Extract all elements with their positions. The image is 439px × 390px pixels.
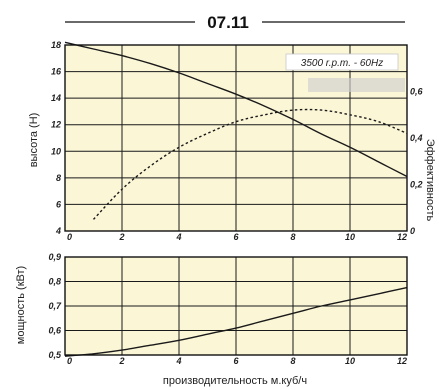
bottom-y-tick-label: 0,8: [48, 277, 61, 287]
bottom-x-tick-label: 0: [67, 356, 72, 366]
top-y2-ticks: 0 0,2 0,4 0,6: [410, 87, 424, 237]
top-y2-tick-label: 0,4: [410, 133, 423, 143]
top-x-tick-label: 0: [67, 232, 72, 242]
bottom-x-tick-label: 2: [118, 356, 124, 366]
top-y-tick-label: 12: [51, 120, 61, 130]
top-x-tick-label: 8: [290, 232, 295, 242]
top-y-tick-label: 14: [51, 93, 61, 103]
bottom-grid: [65, 257, 407, 355]
bottom-x-tick-label: 8: [290, 356, 295, 366]
bottom-series-power-line: [64, 286, 408, 357]
bottom-x-ticks: 0 2 4 6 8 10 12: [67, 356, 407, 366]
top-x-ticks: 0 2 4 6 8 10 12: [67, 232, 407, 242]
power-plot: 0 2 4 6 8 10 12 0,5 0,6 0,7 0,8 0,9 мощность (кВт): [15, 252, 408, 366]
speed-label-box: [285, 53, 399, 71]
top-y-tick-label: 6: [56, 199, 62, 209]
top-y-tick-label: 4: [55, 226, 61, 236]
top-grid: [65, 45, 407, 231]
top-y-axis-title: высота (H): [28, 113, 40, 168]
top-x-tick-label: 6: [233, 232, 239, 242]
chart-title: 07.11: [207, 13, 249, 32]
bottom-y-axis-title: мощность (кВт): [15, 266, 27, 344]
bottom-y-tick-label: 0,5: [48, 350, 62, 360]
top-y2-tick-label: 0,6: [410, 87, 424, 97]
top-y-tick-label: 16: [51, 67, 62, 77]
bottom-y-ticks: 0,5 0,6 0,7 0,8 0,9: [48, 252, 62, 360]
top-series-head-line: [64, 41, 408, 178]
top-x-tick-label: 2: [118, 232, 124, 242]
bottom-x-tick-label: 12: [397, 356, 407, 366]
top-y-tick-label: 18: [51, 40, 61, 50]
bottom-series-group: [64, 286, 408, 357]
bottom-x-tick-label: 4: [175, 356, 181, 366]
top-y2-tick-label: 0,2: [410, 180, 423, 190]
bottom-x-tick-label: 6: [233, 356, 239, 366]
bottom-y-tick-label: 0,7: [48, 301, 62, 311]
top-plot-frame: [64, 44, 408, 232]
head-efficiency-plot: 3500 r.p.m. - 60Hz 0 2 4 6 8 10 12 4 6 8 10 12 14 16…: [28, 40, 436, 242]
top-series-group: [64, 41, 408, 220]
bottom-y-tick-label: 0,9: [48, 252, 61, 262]
top-x-tick-label: 4: [175, 232, 181, 242]
top-y2-axis-title: Эффективность: [424, 139, 436, 222]
top-y-tick-label: 8: [56, 173, 61, 183]
top-y-tick-label: 10: [51, 146, 61, 156]
top-series-efficiency-line: [92, 108, 408, 220]
top-y2-tick-label: 0: [410, 226, 415, 236]
top-x-tick-label: 10: [345, 232, 355, 242]
top-x-tick-label: 12: [397, 232, 407, 242]
speed-label: 3500 r.p.m. - 60Hz: [301, 58, 383, 69]
top-y-ticks: 4 6 8 10 12 14 16 18: [51, 40, 62, 236]
top-smudge: [308, 78, 405, 92]
bottom-plot-frame: [64, 256, 408, 356]
bottom-x-tick-label: 10: [345, 356, 355, 366]
bottom-y-tick-label: 0,6: [48, 326, 62, 336]
x-axis-title: производительность м.куб/ч: [163, 375, 307, 387]
